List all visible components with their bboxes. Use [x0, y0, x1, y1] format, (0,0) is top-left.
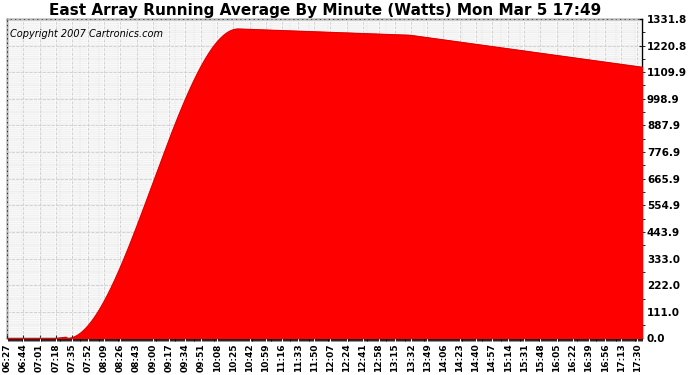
Title: East Array Running Average By Minute (Watts) Mon Mar 5 17:49: East Array Running Average By Minute (Wa… [48, 3, 601, 18]
Text: Copyright 2007 Cartronics.com: Copyright 2007 Cartronics.com [10, 28, 164, 39]
